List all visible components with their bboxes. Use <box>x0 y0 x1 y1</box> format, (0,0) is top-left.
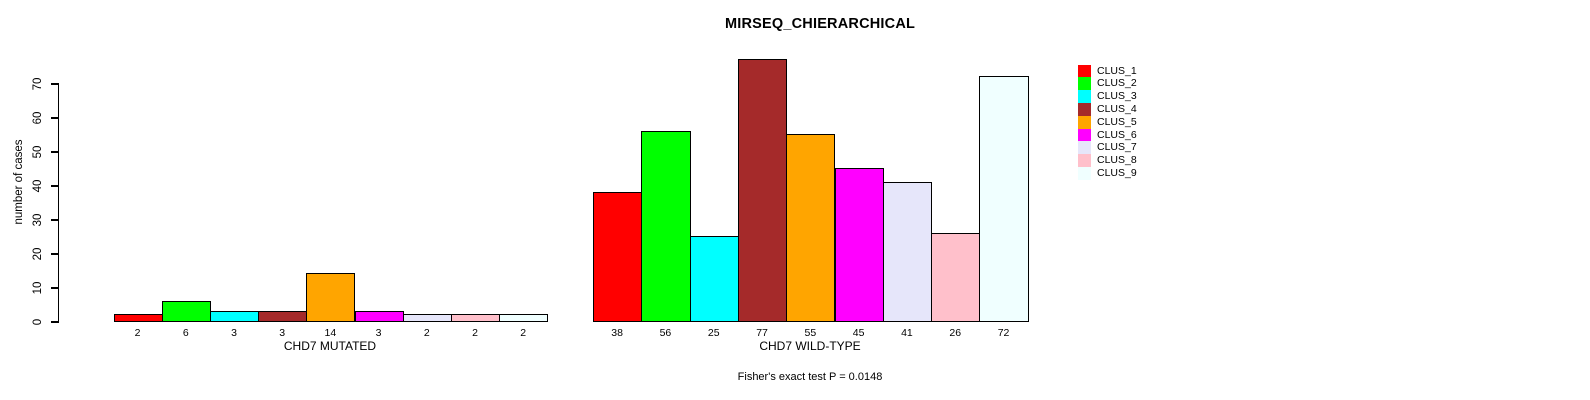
legend-item-clus_8: CLUS_8 <box>1078 154 1137 168</box>
bar-clus_6-wild-type <box>834 168 884 322</box>
bar-clus_1-mutated <box>113 314 163 322</box>
y-tick-label: 40 <box>32 179 44 193</box>
bar-value-label: 2 <box>520 327 527 339</box>
group-label-wild-type: CHD7 WILD-TYPE <box>759 339 861 353</box>
legend-swatch-clus_5 <box>1078 115 1091 129</box>
y-axis-line <box>57 83 59 323</box>
bar-value-label: 3 <box>231 327 237 339</box>
legend-swatch-clus_8 <box>1078 154 1091 168</box>
legend-swatch-clus_3 <box>1078 90 1091 104</box>
y-tick-mark <box>50 185 58 187</box>
y-axis-label: number of cases <box>13 139 25 225</box>
legend-swatch-clus_7 <box>1078 141 1091 155</box>
bar-value-label: 3 <box>375 327 382 339</box>
bar-value-label: 14 <box>324 327 337 339</box>
legend-item-clus_1: CLUS_1 <box>1078 64 1137 78</box>
legend-item-clus_4: CLUS_4 <box>1078 102 1137 116</box>
bar-clus_4-mutated <box>258 310 308 322</box>
bar-clus_3-mutated <box>209 310 260 322</box>
bar-clus_6-mutated <box>354 310 404 322</box>
y-tick-mark <box>50 253 58 255</box>
y-tick-label: 60 <box>32 111 44 125</box>
bar-clus_5-wild-type <box>786 134 836 322</box>
bar-clus_8-wild-type <box>931 232 981 322</box>
bar-value-label: 38 <box>611 327 623 339</box>
bar-value-label: 55 <box>804 327 817 339</box>
legend-label: CLUS_7 <box>1097 141 1137 154</box>
bar-clus_7-mutated <box>402 314 452 322</box>
bar-clus_1-wild-type <box>593 191 643 322</box>
bar-clus_4-wild-type <box>737 59 788 322</box>
y-tick-mark <box>50 117 58 119</box>
bar-value-label: 26 <box>949 327 962 339</box>
legend-item-clus_3: CLUS_3 <box>1078 90 1137 104</box>
bar-clus_2-mutated <box>161 300 211 322</box>
legend-item-clus_5: CLUS_5 <box>1078 115 1137 129</box>
bar-clus_2-wild-type <box>641 130 691 322</box>
bar-value-label: 2 <box>472 327 478 339</box>
legend-swatch-clus_2 <box>1078 77 1091 91</box>
y-tick-mark <box>50 151 58 153</box>
bar-clus_5-mutated <box>306 273 356 322</box>
bar-value-label: 3 <box>279 327 286 339</box>
y-tick-mark <box>50 83 58 85</box>
bar-value-label: 56 <box>659 327 672 339</box>
legend-item-clus_9: CLUS_9 <box>1078 166 1137 180</box>
bar-value-label: 41 <box>901 327 913 339</box>
legend-label: CLUS_3 <box>1097 90 1137 103</box>
y-tick-mark <box>50 287 58 289</box>
bar-value-label: 2 <box>134 327 141 339</box>
fisher-test-annotation: Fisher's exact test P = 0.0148 <box>737 371 883 383</box>
bar-clus_9-wild-type <box>979 76 1029 322</box>
y-tick-label: 20 <box>32 247 44 261</box>
bar-value-label: 2 <box>423 327 430 339</box>
legend-label: CLUS_5 <box>1097 115 1137 128</box>
y-tick-label: 70 <box>32 77 44 91</box>
legend-label: CLUS_4 <box>1097 102 1137 115</box>
legend-label: CLUS_6 <box>1097 128 1137 141</box>
y-tick-mark <box>50 321 58 323</box>
y-tick-mark <box>50 219 58 221</box>
legend-swatch-clus_4 <box>1078 102 1091 116</box>
legend-swatch-clus_6 <box>1078 128 1091 142</box>
legend-label: CLUS_1 <box>1097 64 1137 77</box>
legend-label: CLUS_8 <box>1097 154 1137 167</box>
bar-value-label: 45 <box>852 327 865 339</box>
y-tick-label: 50 <box>32 145 44 159</box>
legend-item-clus_7: CLUS_7 <box>1078 141 1137 155</box>
legend-item-clus_2: CLUS_2 <box>1078 77 1137 91</box>
bar-clus_9-mutated <box>499 314 549 322</box>
bar-value-label: 72 <box>997 327 1010 339</box>
legend-swatch-clus_1 <box>1078 64 1091 78</box>
y-tick-label: 30 <box>32 213 44 227</box>
y-tick-label: 0 <box>32 318 44 326</box>
bar-clus_7-wild-type <box>882 181 933 322</box>
bar-value-label: 6 <box>182 327 189 339</box>
bar-value-label: 77 <box>756 327 768 339</box>
bar-clus_3-wild-type <box>689 236 739 322</box>
y-tick-label: 10 <box>32 281 44 295</box>
legend-label: CLUS_9 <box>1097 166 1137 179</box>
bar-value-label: 25 <box>707 327 720 339</box>
bar-clus_8-mutated <box>450 314 501 322</box>
legend-item-clus_6: CLUS_6 <box>1078 128 1137 142</box>
legend-label: CLUS_2 <box>1097 77 1137 90</box>
chart-title: MIRSEQ_CHIERARCHICAL <box>724 16 916 32</box>
group-label-mutated: CHD7 MUTATED <box>283 339 377 353</box>
legend-swatch-clus_9 <box>1078 166 1091 180</box>
